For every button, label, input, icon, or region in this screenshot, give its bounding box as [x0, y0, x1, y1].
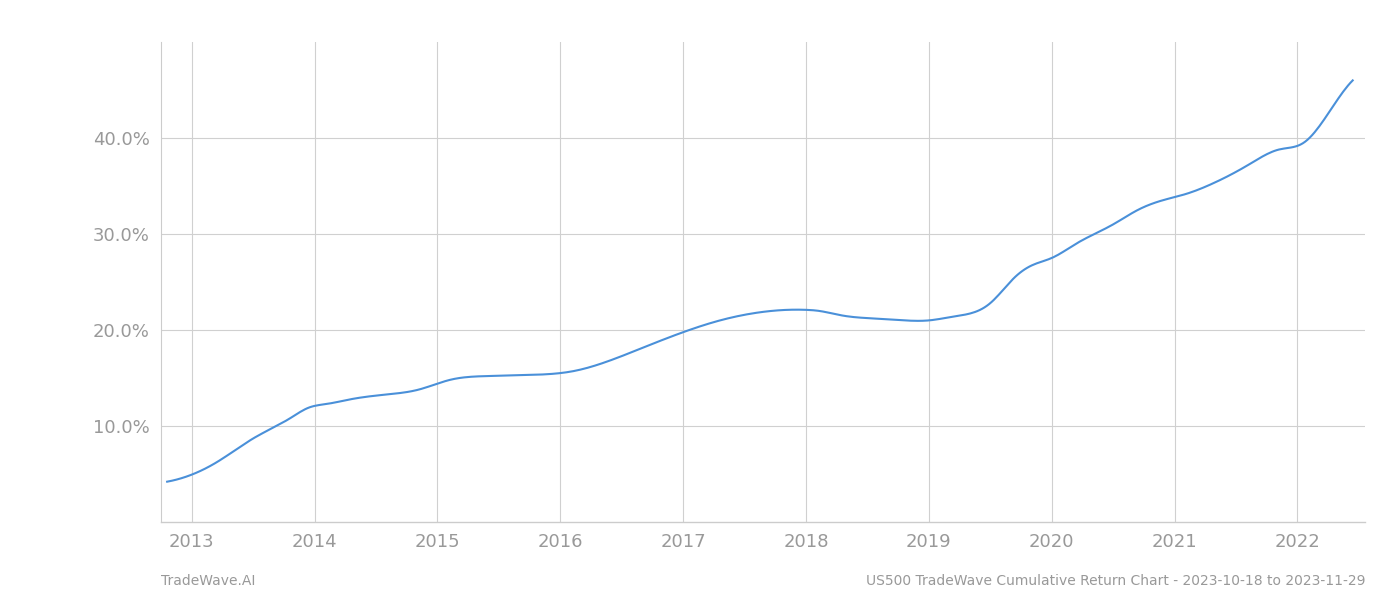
Text: TradeWave.AI: TradeWave.AI — [161, 574, 255, 588]
Text: US500 TradeWave Cumulative Return Chart - 2023-10-18 to 2023-11-29: US500 TradeWave Cumulative Return Chart … — [865, 574, 1365, 588]
